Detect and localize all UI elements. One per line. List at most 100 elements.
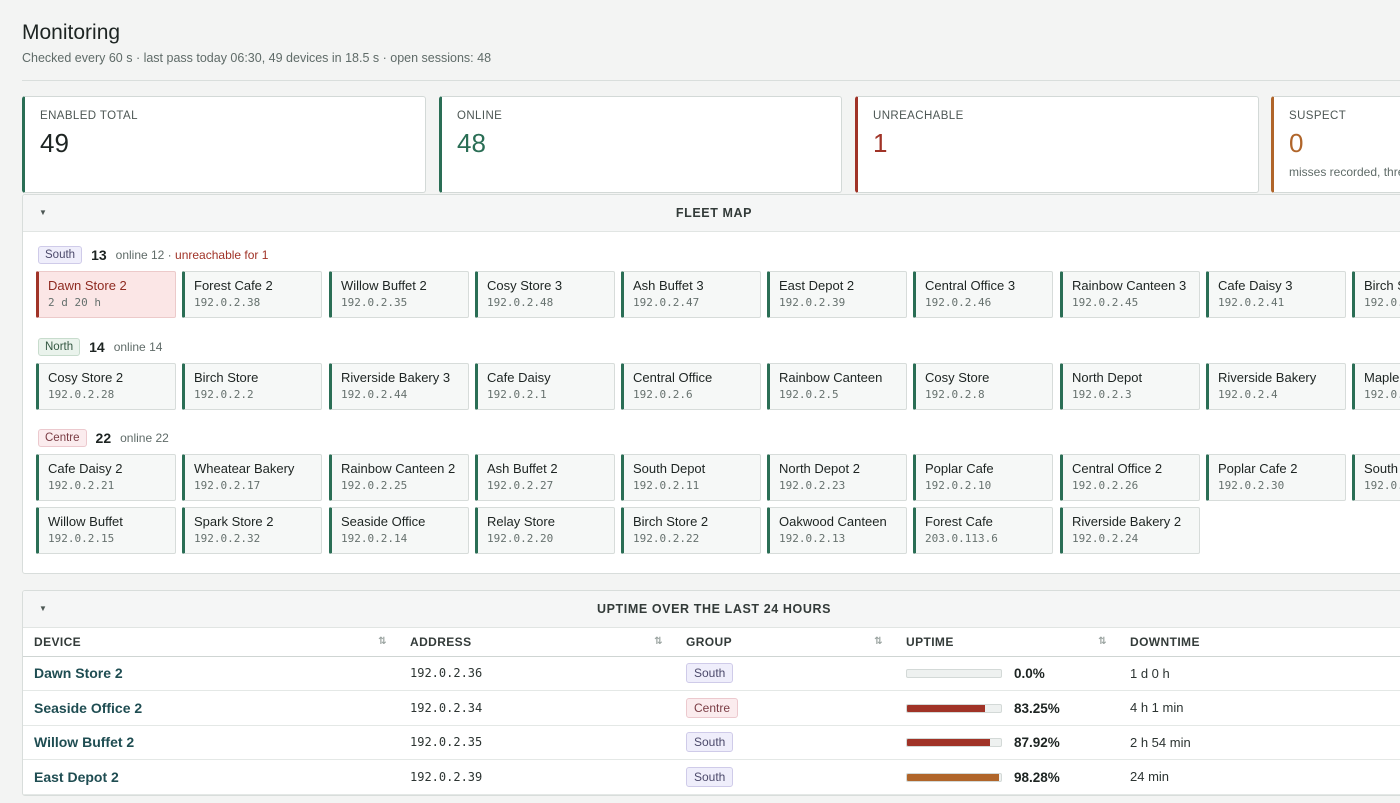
device-tile[interactable]: Wheatear Bakery 192.0.2.17: [182, 454, 322, 501]
device-tile[interactable]: Dawn Store 2 2 d 20 h: [36, 271, 176, 318]
table-row[interactable]: East Depot 2 192.0.2.39 South 98.28% 24 min: [23, 759, 1400, 795]
column-header-group[interactable]: GROUP ⇅: [675, 628, 895, 657]
uptime-panel: ▼ UPTIME OVER THE LAST 24 HOURS DEVICE ⇅ A…: [22, 590, 1400, 796]
device-address: 192.0.2.24: [1072, 532, 1139, 545]
device-address: 192.0.2.39: [399, 759, 675, 795]
device-tile[interactable]: South 192.0.2: [1352, 454, 1400, 501]
group-header-centre: Centre 22 online 22: [38, 428, 169, 448]
device-tile[interactable]: Poplar Cafe 192.0.2.10: [913, 454, 1053, 501]
device-name: Birch S: [1364, 278, 1400, 293]
device-tile[interactable]: Central Office 192.0.2.6: [621, 363, 761, 410]
column-header-device[interactable]: DEVICE ⇅: [23, 628, 399, 657]
device-tile[interactable]: Willow Buffet 192.0.2.15: [36, 507, 176, 554]
downtime-cell: 24 min: [1119, 759, 1400, 795]
device-name: Cosy Store 3: [487, 278, 563, 293]
device-tile[interactable]: Ash Buffet 2 192.0.2.27: [475, 454, 615, 501]
device-tile[interactable]: Cosy Store 3 192.0.2.48: [475, 271, 615, 318]
device-address: 192.0.2.39: [779, 296, 846, 309]
stat-value: 48: [457, 128, 486, 158]
device-tile[interactable]: Maple 192.0.2: [1352, 363, 1400, 410]
device-tile[interactable]: Riverside Bakery 192.0.2.4: [1206, 363, 1346, 410]
device-tile[interactable]: Rainbow Canteen 192.0.2.5: [767, 363, 907, 410]
device-tile[interactable]: Rainbow Canteen 2 192.0.2.25: [329, 454, 469, 501]
device-tile[interactable]: Birch Store 2 192.0.2.22: [621, 507, 761, 554]
device-address: 192.0.2.23: [779, 479, 846, 492]
device-tile[interactable]: Cafe Daisy 3 192.0.2.41: [1206, 271, 1346, 318]
device-tile[interactable]: Oakwood Canteen 192.0.2.13: [767, 507, 907, 554]
device-tile[interactable]: South Depot 192.0.2.11: [621, 454, 761, 501]
device-tile[interactable]: Forest Cafe 203.0.113.6: [913, 507, 1053, 554]
column-header-uptime[interactable]: UPTIME ⇅: [895, 628, 1119, 657]
device-tile[interactable]: Cosy Store 192.0.2.8: [913, 363, 1053, 410]
device-tile[interactable]: Ash Buffet 3 192.0.2.47: [621, 271, 761, 318]
device-tile[interactable]: Birch S 192.0.2: [1352, 271, 1400, 318]
group-tag: Centre: [686, 697, 739, 718]
device-tile[interactable]: Cafe Daisy 192.0.2.1: [475, 363, 615, 410]
column-label: GROUP: [686, 634, 733, 649]
caret-down-icon[interactable]: ▼: [39, 604, 47, 613]
device-link[interactable]: Willow Buffet 2: [23, 725, 399, 760]
column-header-address[interactable]: ADDRESS ⇅: [399, 628, 675, 657]
device-tile[interactable]: Cafe Daisy 2 192.0.2.21: [36, 454, 176, 501]
stat-value: 1: [873, 128, 888, 158]
device-address: 192.0.2.25: [341, 479, 408, 492]
device-address: 192.0.2.47: [633, 296, 700, 309]
device-link[interactable]: East Depot 2: [23, 759, 399, 795]
group-tag[interactable]: Centre: [38, 429, 87, 447]
device-address: 192.0.2.45: [1072, 296, 1139, 309]
device-address: 192.0.2.36: [399, 656, 675, 691]
device-tile[interactable]: North Depot 192.0.2.3: [1060, 363, 1200, 410]
device-address: 192.0.2.35: [341, 296, 408, 309]
device-link[interactable]: Dawn Store 2: [23, 656, 399, 691]
device-tile[interactable]: Forest Cafe 2 192.0.2.38: [182, 271, 322, 318]
device-tile[interactable]: Central Office 2 192.0.2.26: [1060, 454, 1200, 501]
uptime-bar-fill: [907, 739, 990, 747]
fleet-map-header[interactable]: ▼ FLEET MAP: [23, 195, 1400, 232]
sort-icon[interactable]: ⇅: [1098, 636, 1107, 647]
table-row[interactable]: Willow Buffet 2 192.0.2.35 South 87.92% 2 h …: [23, 725, 1400, 760]
device-tile[interactable]: Relay Store 192.0.2.20: [475, 507, 615, 554]
device-address: 192.0.2.30: [1218, 479, 1285, 492]
sort-icon[interactable]: ⇅: [874, 636, 883, 647]
group-cell: South: [675, 759, 895, 795]
sort-icon[interactable]: ⇅: [378, 636, 387, 647]
device-tile[interactable]: Cosy Store 2 192.0.2.28: [36, 363, 176, 410]
device-tile[interactable]: Spark Store 2 192.0.2.32: [182, 507, 322, 554]
column-header-downtime[interactable]: DOWNTIME: [1119, 628, 1400, 657]
stat-label: ENABLED TOTAL: [40, 110, 138, 122]
device-name: Poplar Cafe: [925, 461, 994, 476]
uptime-header[interactable]: ▼ UPTIME OVER THE LAST 24 HOURS: [23, 591, 1400, 628]
group-cell: South: [675, 656, 895, 691]
device-address: 192.0.2.44: [341, 388, 408, 401]
group-online-count: online 14: [113, 340, 163, 354]
device-tile[interactable]: Poplar Cafe 2 192.0.2.30: [1206, 454, 1346, 501]
table-row[interactable]: Dawn Store 2 192.0.2.36 South 0.0% 1 d 0 h: [23, 656, 1400, 691]
device-tile[interactable]: Rainbow Canteen 3 192.0.2.45: [1060, 271, 1200, 318]
device-address: 192.0.2.15: [48, 532, 115, 545]
device-address: 192.0.2.48: [487, 296, 554, 309]
device-name: Cosy Store 2: [48, 370, 124, 385]
device-tile[interactable]: Central Office 3 192.0.2.46: [913, 271, 1053, 318]
group-tag: South: [686, 663, 734, 684]
device-name: Willow Buffet: [48, 514, 123, 529]
device-address: 192.0.2.8: [925, 388, 985, 401]
uptime-bar: [906, 738, 1002, 748]
group-tag[interactable]: North: [38, 338, 81, 356]
device-tile[interactable]: Riverside Bakery 3 192.0.2.44: [329, 363, 469, 410]
device-tile[interactable]: North Depot 2 192.0.2.23: [767, 454, 907, 501]
device-tile[interactable]: Birch Store 192.0.2.2: [182, 363, 322, 410]
device-tile[interactable]: Seaside Office 192.0.2.14: [329, 507, 469, 554]
device-address: 192.0.2.34: [399, 690, 675, 726]
device-name: Rainbow Canteen 3: [1072, 278, 1187, 293]
device-tile[interactable]: Riverside Bakery 2 192.0.2.24: [1060, 507, 1200, 554]
device-address: 192.0.2.26: [1072, 479, 1139, 492]
sort-icon[interactable]: ⇅: [654, 636, 663, 647]
device-link[interactable]: Seaside Office 2: [23, 690, 399, 726]
device-tile[interactable]: Willow Buffet 2 192.0.2.35: [329, 271, 469, 318]
group-tag[interactable]: South: [38, 246, 83, 264]
device-address: 192.0.2.27: [487, 479, 554, 492]
caret-down-icon[interactable]: ▼: [39, 208, 47, 217]
device-tile[interactable]: East Depot 2 192.0.2.39: [767, 271, 907, 318]
device-name: Central Office 2: [1072, 461, 1163, 476]
table-row[interactable]: Seaside Office 2 192.0.2.34 Centre 83.25% 4 …: [23, 690, 1400, 726]
